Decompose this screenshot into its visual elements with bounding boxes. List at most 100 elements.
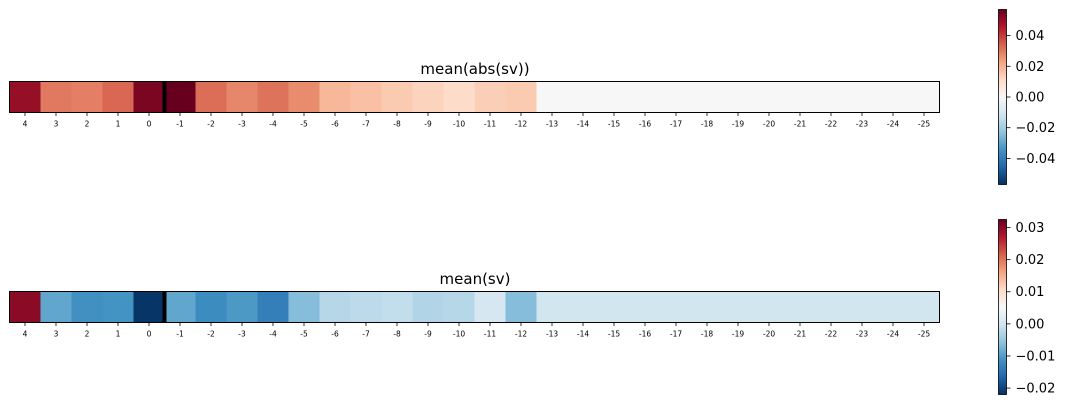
heatmap-cell xyxy=(753,81,785,113)
heatmap-cell xyxy=(412,81,444,113)
heatmap-cell xyxy=(567,81,599,113)
x-tick-label: 2 xyxy=(85,330,90,339)
x-tick-label: 1 xyxy=(116,330,121,339)
x-tick-label: -19 xyxy=(732,330,744,339)
heatmap-cell xyxy=(629,81,661,113)
x-tick-label: -13 xyxy=(546,120,558,129)
colorbar-tick-label: −0.04 xyxy=(1016,152,1056,167)
colorbar-tick-label: −0.01 xyxy=(1016,349,1056,364)
x-tick-label: -18 xyxy=(701,120,713,129)
x-tick-label: -15 xyxy=(608,330,620,339)
heatmap-cell xyxy=(815,291,847,323)
panel-top: mean(abs(sv)) 4 3 2 1 0 -1 -2 -3 -4 -5 -6 -7 -8 -9 -10… xyxy=(9,60,940,129)
x-tick-label: -6 xyxy=(331,120,339,129)
heatmap-cell xyxy=(9,81,41,113)
heatmap-cell xyxy=(412,291,444,323)
panel-bottom-title: mean(sv) xyxy=(440,270,511,288)
x-tick-label: -14 xyxy=(577,330,589,339)
heatmap-cell xyxy=(908,81,940,113)
heatmap-cell xyxy=(691,81,723,113)
heatmap-cell xyxy=(443,81,475,113)
heatmap-cell xyxy=(288,291,320,323)
heatmap-cell xyxy=(474,291,506,323)
x-tick-label: -1 xyxy=(176,330,184,339)
x-tick-label: 1 xyxy=(116,120,121,129)
heatmap-cell xyxy=(660,81,692,113)
colorbar-top-ticks: 0.04 0.02 0.00 −0.02 −0.04 xyxy=(1006,29,1056,167)
x-tick-label: -17 xyxy=(670,330,682,339)
heatmap-cell xyxy=(691,291,723,323)
heatmap-cell xyxy=(598,81,630,113)
panel-top-cells xyxy=(9,81,940,113)
heatmap-cell xyxy=(40,81,72,113)
x-tick-label: -15 xyxy=(608,120,620,129)
x-tick-label: -21 xyxy=(794,330,806,339)
heatmap-cell xyxy=(319,81,351,113)
colorbar-tick-label: 0.01 xyxy=(1016,285,1045,300)
colorbar-top: 0.04 0.02 0.00 −0.02 −0.04 xyxy=(998,9,1056,185)
x-tick-label: -13 xyxy=(546,330,558,339)
x-tick-label: -3 xyxy=(238,120,246,129)
colorbar-tick-label: 0.02 xyxy=(1016,60,1045,75)
x-tick-label: -1 xyxy=(176,120,184,129)
x-tick-label: -14 xyxy=(577,120,589,129)
heatmap-cell xyxy=(908,291,940,323)
heatmap-cell xyxy=(877,291,909,323)
x-tick-label: -21 xyxy=(794,120,806,129)
x-tick-label: -5 xyxy=(300,120,308,129)
x-tick-label: 3 xyxy=(54,330,59,339)
panel-bottom-cells xyxy=(9,291,940,323)
x-tick-label: -23 xyxy=(856,120,868,129)
panel-top-ticks: 4 3 2 1 0 -1 -2 -3 -4 -5 -6 -7 -8 -9 -10 -11 -12 -13 -14 -1… xyxy=(23,112,930,129)
x-tick-label: -25 xyxy=(918,330,930,339)
heatmap-cell xyxy=(598,291,630,323)
x-tick-label: -7 xyxy=(362,120,370,129)
heatmap-cell xyxy=(815,81,847,113)
colorbar-tick-label: 0.00 xyxy=(1016,317,1045,332)
heatmap-cell xyxy=(381,291,413,323)
heatmap-cell xyxy=(102,291,134,323)
heatmap-cell xyxy=(226,81,258,113)
heatmap-cell xyxy=(505,81,537,113)
heatmap-cell xyxy=(846,291,878,323)
colorbar-bottom-ticks: 0.03 0.02 0.01 0.00 −0.01 −0.02 xyxy=(1006,221,1056,397)
x-tick-label: -25 xyxy=(918,120,930,129)
x-tick-label: 0 xyxy=(147,330,152,339)
heatmap-cell xyxy=(226,291,258,323)
x-tick-label: -20 xyxy=(763,120,775,129)
panel-top-title: mean(abs(sv)) xyxy=(420,60,529,78)
x-tick-label: -8 xyxy=(393,330,401,339)
heatmap-cell xyxy=(536,291,568,323)
panel-bottom-ticks: 4 3 2 1 0 -1 -2 -3 -4 -5 -6 -7 -8 -9 -10 -11 -12 -13 -14 -1… xyxy=(23,322,930,339)
panel-bottom-frame xyxy=(9,291,940,323)
heatmap-cell xyxy=(722,291,754,323)
colorbar-tick-label: 0.04 xyxy=(1016,29,1045,44)
heatmap-cell xyxy=(288,81,320,113)
heatmap-cell xyxy=(784,81,816,113)
x-tick-label: -12 xyxy=(515,330,527,339)
panel-bottom: mean(sv) 4 3 2 1 0 -1 -2 -3 -4 -5 -6 -7 -8 -9 -10 -11 -1… xyxy=(9,270,940,339)
x-tick-label: -2 xyxy=(207,120,215,129)
heatmap-cell xyxy=(443,291,475,323)
colorbar-tick-label: 0.03 xyxy=(1016,221,1045,236)
x-tick-label: -10 xyxy=(453,120,465,129)
colorbar-tick-label: −0.02 xyxy=(1016,121,1056,136)
heatmap-cell xyxy=(505,291,537,323)
heatmap-cell xyxy=(660,291,692,323)
x-tick-label: -4 xyxy=(269,330,277,339)
heatmap-cell xyxy=(195,81,227,113)
heatmap-cell xyxy=(133,291,165,323)
x-tick-label: -5 xyxy=(300,330,308,339)
x-tick-label: -2 xyxy=(207,330,215,339)
heatmap-cell xyxy=(629,291,661,323)
colorbar-tick-label: 0.02 xyxy=(1016,253,1045,268)
heatmap-cell xyxy=(9,291,41,323)
divider-line xyxy=(162,81,167,113)
heatmap-cell xyxy=(164,291,196,323)
panel-top-frame xyxy=(9,81,940,113)
x-tick-label: -16 xyxy=(639,120,651,129)
x-tick-label: 2 xyxy=(85,120,90,129)
heatmap-cell xyxy=(784,291,816,323)
heatmap-cell xyxy=(102,81,134,113)
x-tick-label: -19 xyxy=(732,120,744,129)
